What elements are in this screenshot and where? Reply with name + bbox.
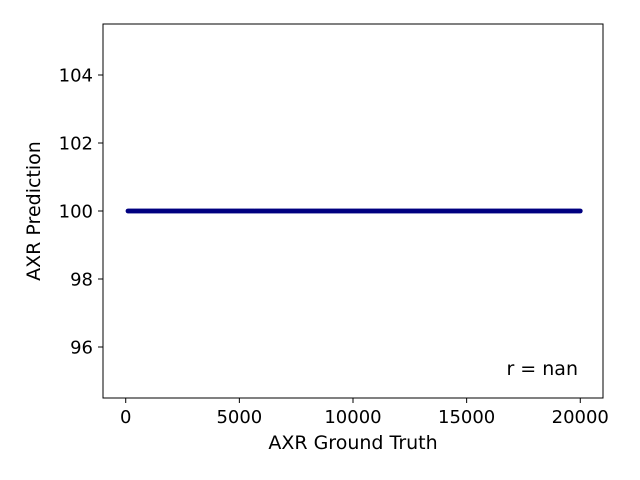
y-axis: 96 98 100 102 104 — [59, 66, 103, 359]
scatter-points — [125, 208, 583, 214]
y-tick-label: 102 — [59, 134, 93, 155]
x-tick-label: 15000 — [438, 407, 495, 428]
y-tick-label: 96 — [70, 338, 93, 359]
correlation-annotation: r = nan — [506, 358, 578, 380]
x-tick-label: 10000 — [324, 407, 381, 428]
y-axis-label: AXR Prediction — [23, 141, 45, 281]
y-tick-label: 100 — [59, 202, 93, 223]
y-tick-label: 104 — [59, 66, 93, 87]
x-axis: 0 5000 10000 15000 20000 — [120, 398, 609, 428]
y-tick-label: 98 — [70, 270, 93, 291]
data-point — [577, 208, 583, 214]
x-axis-label: AXR Ground Truth — [268, 432, 437, 454]
x-tick-label: 20000 — [552, 407, 609, 428]
x-tick-label: 5000 — [216, 407, 262, 428]
x-tick-label: 0 — [120, 407, 131, 428]
